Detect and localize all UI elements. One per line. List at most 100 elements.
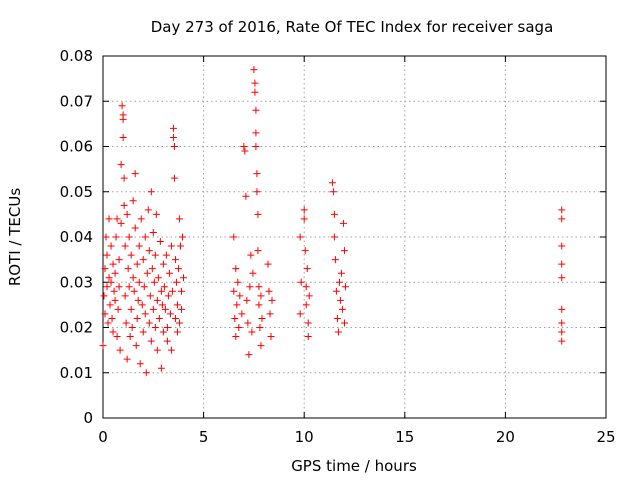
data-point-marker xyxy=(267,333,275,341)
data-point-marker xyxy=(253,188,261,196)
y-tick-label: 0.07 xyxy=(60,92,93,110)
data-point-marker xyxy=(247,251,255,259)
data-point-marker xyxy=(152,210,160,218)
data-point-marker xyxy=(135,278,143,286)
data-point-marker xyxy=(242,192,250,200)
data-point-marker xyxy=(111,296,119,304)
axis-ticks: 0 5 10 15 20 25 0 0.01 0.02 0.03 0.04 0.05 0.06 0.07 0… xyxy=(60,47,616,446)
data-point-marker xyxy=(99,342,107,350)
data-point-marker xyxy=(253,170,261,178)
data-point-marker xyxy=(134,296,142,304)
data-point-marker xyxy=(254,210,262,218)
data-point-marker xyxy=(257,292,265,300)
data-point-marker xyxy=(175,319,183,327)
data-point-marker xyxy=(136,360,144,368)
data-point-marker xyxy=(167,242,175,250)
data-point-marker xyxy=(304,319,312,327)
data-point-marker xyxy=(166,310,174,318)
data-point-marker xyxy=(337,269,345,277)
data-point-marker xyxy=(244,319,252,327)
data-point-marker xyxy=(252,143,260,150)
data-point-marker xyxy=(131,170,139,178)
data-point-marker xyxy=(117,161,125,169)
data-point-marker xyxy=(102,233,110,241)
data-point-marker xyxy=(171,256,179,264)
x-tick-label: 15 xyxy=(395,428,414,446)
data-point-marker xyxy=(155,314,163,322)
data-point-marker xyxy=(150,278,158,286)
gridlines xyxy=(103,56,606,418)
data-point-marker xyxy=(133,314,141,322)
data-point-marker xyxy=(127,305,135,313)
data-point-marker xyxy=(103,251,111,259)
data-point-marker xyxy=(302,283,310,291)
data-point-marker xyxy=(179,274,187,282)
data-point-marker xyxy=(558,274,566,282)
data-point-marker xyxy=(113,333,121,341)
data-point-marker xyxy=(108,314,116,322)
data-point-marker xyxy=(109,328,117,336)
data-point-marker xyxy=(251,79,259,87)
data-point-marker xyxy=(121,242,129,250)
data-point-marker xyxy=(125,233,133,241)
data-point-marker xyxy=(252,129,260,137)
data-point-marker xyxy=(170,174,178,182)
data-point-marker xyxy=(118,102,126,110)
data-point-marker xyxy=(114,305,122,313)
data-point-marker xyxy=(147,337,155,345)
data-point-marker xyxy=(119,133,127,141)
data-point-marker xyxy=(334,328,342,336)
data-point-marker xyxy=(230,287,238,295)
data-point-marker xyxy=(130,287,138,295)
data-point-marker xyxy=(230,233,238,241)
data-point-marker xyxy=(153,346,161,354)
x-axis-label: GPS time / hours xyxy=(291,457,417,475)
data-point-marker xyxy=(109,260,117,268)
data-point-marker xyxy=(238,310,246,318)
data-point-marker xyxy=(154,274,162,282)
data-point-marker xyxy=(106,301,114,309)
data-point-marker xyxy=(169,124,177,132)
data-point-marker xyxy=(151,251,159,259)
data-point-marker xyxy=(264,260,272,268)
data-point-marker xyxy=(235,324,243,331)
data-point-marker xyxy=(256,324,264,331)
data-point-marker xyxy=(243,296,251,304)
data-point-marker xyxy=(103,283,111,291)
data-point-marker xyxy=(157,287,165,295)
data-point-marker xyxy=(172,278,180,286)
data-point-marker xyxy=(120,201,128,209)
data-point-marker xyxy=(169,133,177,141)
data-point-marker xyxy=(125,283,133,291)
data-point-marker xyxy=(268,296,276,304)
data-point-marker xyxy=(303,265,311,273)
data-point-marker xyxy=(245,351,253,359)
data-point-marker xyxy=(558,242,566,250)
y-tick-label: 0.06 xyxy=(60,138,93,156)
data-point-marker xyxy=(137,215,145,223)
data-point-marker xyxy=(171,314,179,322)
y-tick-label: 0.02 xyxy=(60,319,93,337)
data-points xyxy=(99,66,566,377)
data-point-marker xyxy=(340,247,348,255)
x-tick-label: 25 xyxy=(596,428,615,446)
data-point-marker xyxy=(133,260,141,268)
data-point-marker xyxy=(163,337,171,345)
data-point-marker xyxy=(165,269,173,277)
data-point-marker xyxy=(254,247,262,255)
data-point-marker xyxy=(141,310,149,318)
data-point-marker xyxy=(236,292,244,300)
data-point-marker xyxy=(110,287,118,295)
data-point-marker xyxy=(168,287,176,295)
data-point-marker xyxy=(335,278,343,286)
data-point-marker xyxy=(328,179,336,187)
chart-title: Day 273 of 2016, Rate Of TEC Index for r… xyxy=(151,18,554,36)
data-point-marker xyxy=(160,283,168,291)
data-point-marker xyxy=(122,319,130,327)
data-point-marker xyxy=(123,355,131,363)
data-point-marker xyxy=(178,233,186,241)
data-point-marker xyxy=(558,305,566,313)
data-point-marker xyxy=(558,206,566,214)
data-point-marker xyxy=(265,287,273,295)
data-point-marker xyxy=(255,301,263,309)
